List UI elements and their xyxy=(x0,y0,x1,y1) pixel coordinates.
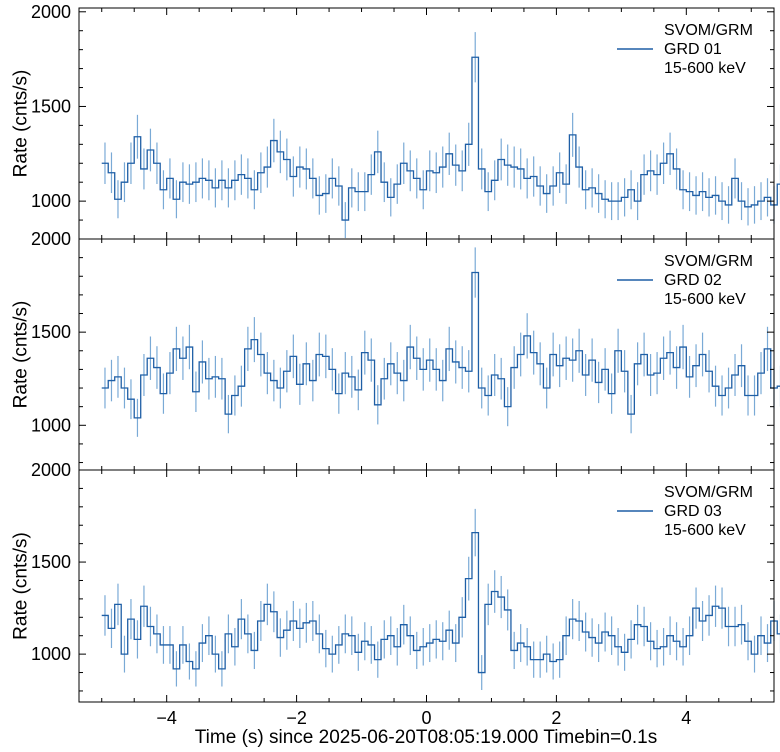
legend-energy-band: 15-600 keV xyxy=(664,291,746,308)
legend-detector: GRD 02 xyxy=(664,272,722,289)
panel-frame xyxy=(78,469,775,703)
x-axis-label: Time (s) since 2025-06-20T08:05:19.000 T… xyxy=(195,727,657,748)
y-axis-label: Rate (cnts/s) xyxy=(11,70,32,178)
legend: SVOM/GRM GRD 01 15-600 keV xyxy=(617,22,753,77)
x-tick-label: 4 xyxy=(681,708,691,728)
legend-energy-band: 15-600 keV xyxy=(664,522,746,539)
panel-grd01: 1000 1500 2000 Rate (cnts/s) SVOM/GRM GRD … xyxy=(11,2,780,240)
y-tick-label: 2000 xyxy=(31,229,71,249)
panel-grd03: 1000 1500 2000 −4 −2 0 2 4 Rate (cnts/s) SVOM/G… xyxy=(11,460,780,728)
ticks xyxy=(79,238,774,470)
x-tick-label: −4 xyxy=(156,708,177,728)
light-curve-step xyxy=(101,271,780,419)
legend-instrument: SVOM/GRM xyxy=(664,253,753,270)
x-tick-label: 2 xyxy=(551,708,561,728)
legend-detector: GRD 03 xyxy=(664,503,722,520)
y-tick-label: 2000 xyxy=(31,2,71,22)
panel-grd02: 1000 1500 2000 Rate (cnts/s) SVOM/GRM GRD … xyxy=(11,229,780,471)
legend: SVOM/GRM GRD 02 15-600 keV xyxy=(617,253,753,308)
y-tick-label: 1500 xyxy=(31,552,71,572)
light-curve-step xyxy=(101,531,780,674)
light-curve-step xyxy=(101,56,780,221)
legend-instrument: SVOM/GRM xyxy=(664,22,753,39)
x-tick-label: −2 xyxy=(286,708,307,728)
y-tick-label: 1000 xyxy=(31,644,71,664)
legend: SVOM/GRM GRD 03 15-600 keV xyxy=(617,484,753,539)
y-tick-label: 1500 xyxy=(31,322,71,342)
y-tick-label: 1000 xyxy=(31,191,71,211)
y-tick-label: 1000 xyxy=(31,415,71,435)
legend-energy-band: 15-600 keV xyxy=(664,60,746,77)
y-axis-label: Rate (cnts/s) xyxy=(11,532,32,640)
legend-instrument: SVOM/GRM xyxy=(664,484,753,501)
y-tick-label: 2000 xyxy=(31,460,71,480)
legend-detector: GRD 01 xyxy=(664,41,722,58)
y-tick-label: 1500 xyxy=(31,96,71,116)
ticks xyxy=(79,8,774,240)
x-tick-label: 0 xyxy=(421,708,431,728)
y-axis-label: Rate (cnts/s) xyxy=(11,301,32,409)
